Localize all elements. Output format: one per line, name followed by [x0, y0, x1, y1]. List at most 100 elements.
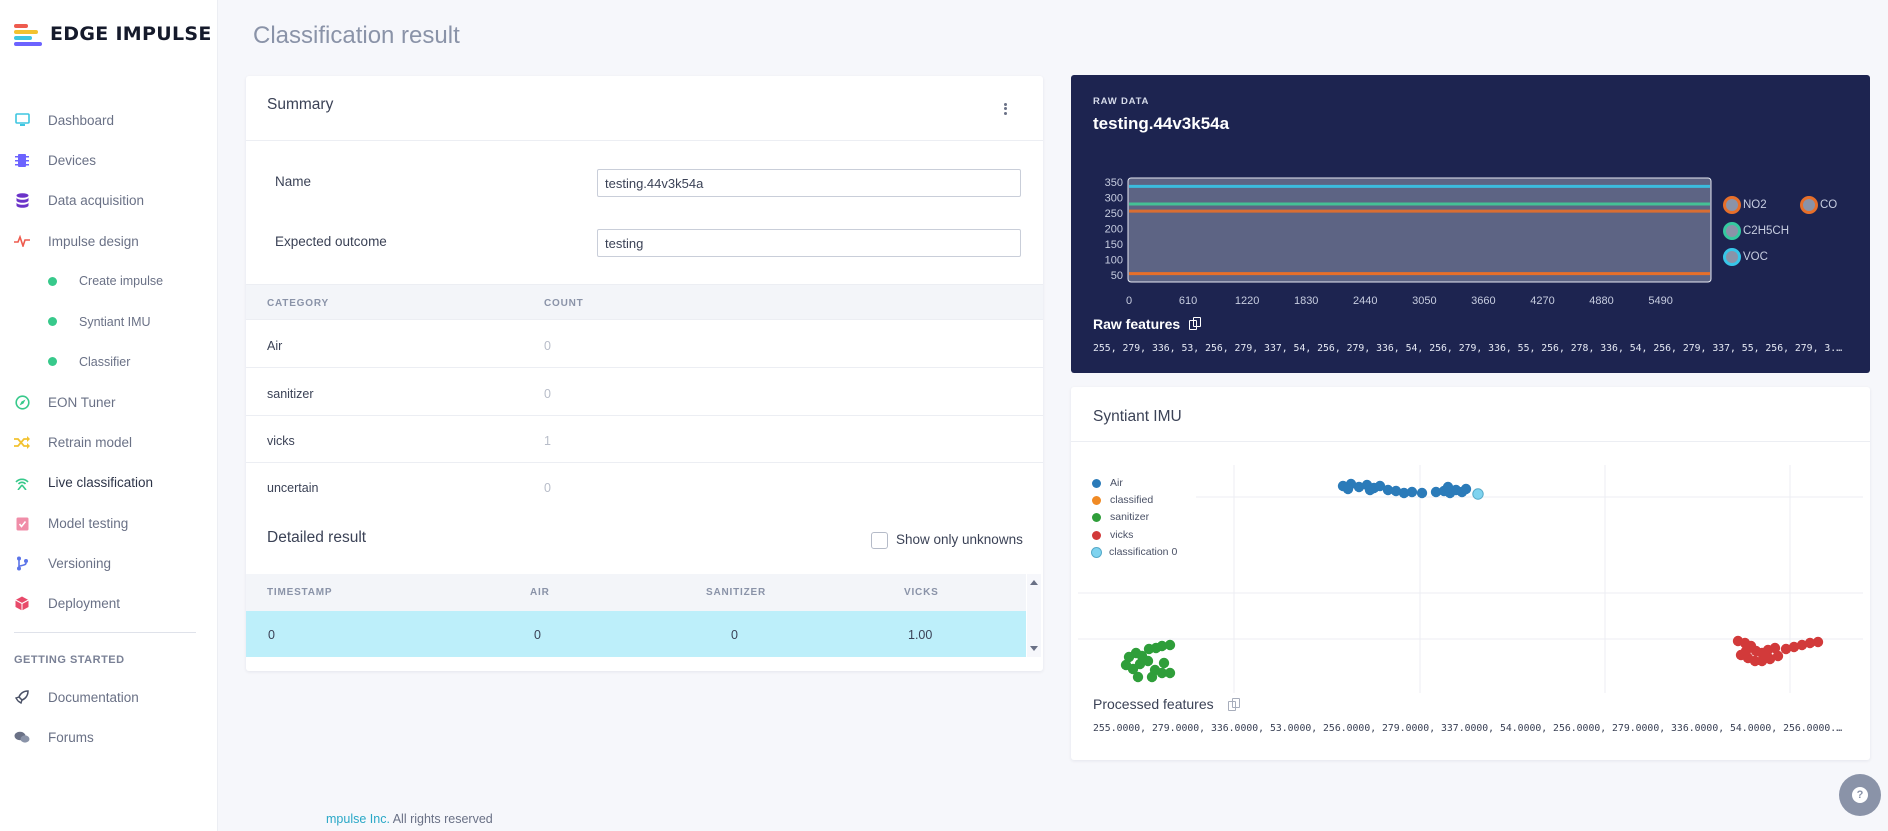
- sidebar-item-label: Devices: [48, 152, 97, 168]
- detailed-result-title: Detailed result: [267, 529, 367, 546]
- legend-marker: [1092, 530, 1101, 540]
- x-tick-label: 4880: [1589, 295, 1613, 307]
- sidebar-item-data-acquisition[interactable]: Data acquisition: [0, 181, 218, 221]
- sidebar-subitem-syntiant-imu[interactable]: Syntiant IMU: [0, 301, 218, 341]
- help-button[interactable]: ?: [1839, 774, 1881, 816]
- sidebar-item-versioning[interactable]: Versioning: [0, 543, 218, 583]
- clipboard-check-icon: [14, 515, 30, 531]
- more-options-icon[interactable]: [1004, 101, 1008, 116]
- scatter-point: [1472, 488, 1484, 500]
- sidebar-item-devices[interactable]: Devices: [0, 140, 218, 180]
- sidebar-item-retrain-model[interactable]: Retrain model: [0, 422, 218, 462]
- copy-icon[interactable]: [1228, 698, 1240, 711]
- x-tick-label: 4270: [1530, 295, 1554, 307]
- sidebar-item-live-classification[interactable]: Live classification: [0, 463, 218, 503]
- status-dot: [48, 357, 57, 367]
- name-input[interactable]: [597, 169, 1021, 197]
- scatter-point: [1156, 640, 1168, 652]
- sidebar-subitem-classifier[interactable]: Classifier: [0, 342, 218, 382]
- logo[interactable]: EDGE IMPULSE: [14, 22, 212, 46]
- raw-features-label: Raw features: [1093, 316, 1181, 332]
- legend-marker: [1800, 196, 1818, 214]
- x-tick-label: 0: [1126, 295, 1132, 307]
- brand-name: EDGE IMPULSE: [50, 23, 212, 45]
- y-tick-label: 200: [1105, 223, 1123, 235]
- sidebar-item-model-testing[interactable]: Model testing: [0, 503, 218, 543]
- show-unknowns-label[interactable]: Show only unknowns: [896, 532, 1023, 547]
- sidebar-item-impulse-design[interactable]: Impulse design: [0, 221, 218, 261]
- scatter-legend-sanitizer[interactable]: sanitizer: [1092, 511, 1149, 523]
- pulse-icon: [14, 233, 30, 249]
- sidebar-item-eon-tuner[interactable]: EON Tuner: [0, 382, 218, 422]
- column-header-timestamp: TIMESTAMP: [267, 587, 333, 598]
- sidebar-item-label: Data acquisition: [48, 193, 145, 209]
- legend-label: VOC: [1743, 251, 1768, 263]
- scatter-point: [1382, 484, 1394, 496]
- sidebar-item-forums[interactable]: Forums: [0, 717, 218, 757]
- scatter-point: [1142, 655, 1154, 667]
- legend-label: NO2: [1743, 199, 1767, 211]
- table-scrollbar[interactable]: [1027, 574, 1041, 657]
- y-tick-label: 150: [1105, 239, 1123, 251]
- detailed-table-row[interactable]: 0 0 0 1.00: [246, 611, 1026, 657]
- sidebar-item-documentation[interactable]: Documentation: [0, 677, 218, 717]
- scroll-up-icon[interactable]: [1030, 580, 1038, 585]
- getting-started-nav: Documentation Forums: [0, 677, 218, 758]
- x-tick-label: 610: [1179, 295, 1197, 307]
- scatter-point: [1164, 639, 1176, 651]
- scatter-point: [1398, 487, 1410, 499]
- status-dot: [48, 276, 57, 286]
- summary-title: Summary: [267, 96, 334, 113]
- scatter-point: [1364, 484, 1376, 496]
- copy-icon[interactable]: [1189, 317, 1201, 330]
- column-header-count: COUNT: [544, 298, 584, 309]
- summary-divider: [246, 140, 1043, 141]
- legend-item-c2h5ch[interactable]: C2H5CH: [1723, 222, 1789, 240]
- legend-item-co[interactable]: CO: [1800, 196, 1837, 214]
- footer-brand-link[interactable]: mpulse Inc.: [326, 812, 390, 826]
- scatter-point: [1132, 671, 1144, 683]
- scatter-legend-classification-0[interactable]: classification 0: [1091, 546, 1177, 558]
- scatter-point: [1416, 487, 1428, 499]
- sidebar-item-label: Model testing: [48, 515, 129, 531]
- scatter-legend-classified[interactable]: classified: [1092, 494, 1153, 506]
- y-tick-label: 250: [1105, 208, 1123, 220]
- sidebar-item-label: Live classification: [48, 475, 154, 491]
- legend-label: classification 0: [1109, 546, 1178, 558]
- show-unknowns-checkbox[interactable]: [871, 532, 888, 549]
- x-tick-label: 1220: [1235, 295, 1259, 307]
- scatter-legend-vicks[interactable]: vicks: [1092, 529, 1133, 541]
- footer-text: All rights reserved: [389, 812, 493, 826]
- page-title: Classification result: [253, 22, 460, 49]
- legend-item-voc[interactable]: VOC: [1723, 248, 1768, 266]
- footer: mpulse Inc. All rights reserved: [326, 812, 493, 826]
- table-row: vicks 1: [246, 416, 1043, 463]
- sidebar-item-label: EON Tuner: [48, 394, 116, 410]
- sidebar-item-label: Deployment: [48, 596, 121, 612]
- scatter-point: [1374, 480, 1386, 492]
- scatter-point: [1353, 481, 1365, 493]
- legend-marker: [1723, 222, 1741, 240]
- scatter-point: [1769, 642, 1781, 654]
- feature-scatter-chart[interactable]: [1078, 465, 1863, 693]
- expected-outcome-input[interactable]: [597, 229, 1021, 257]
- category-count: 1: [544, 434, 551, 448]
- sidebar-subitem-create-impulse[interactable]: Create impulse: [0, 261, 218, 301]
- scroll-down-icon[interactable]: [1030, 646, 1038, 651]
- x-tick-label: 3050: [1412, 295, 1436, 307]
- legend-item-no2[interactable]: NO2: [1723, 196, 1767, 214]
- raw-data-chart[interactable]: 350 300 250 200 150 100 50 0 610 1220 1830 2440 305…: [1093, 170, 1793, 310]
- raw-data-title: testing.44v3k54a: [1093, 114, 1230, 133]
- legend-label: classified: [1110, 494, 1154, 506]
- category-table-header: CATEGORY COUNT: [246, 284, 1043, 320]
- sidebar-item-dashboard[interactable]: Dashboard: [0, 100, 218, 140]
- column-header-air: AIR: [530, 587, 550, 598]
- scatter-legend-air[interactable]: Air: [1092, 477, 1123, 489]
- scatter-point: [1146, 671, 1158, 683]
- table-row: uncertain 0: [246, 463, 1043, 510]
- y-tick-label: 350: [1105, 177, 1123, 189]
- scatter-point: [1164, 667, 1176, 679]
- column-header-category: CATEGORY: [267, 298, 329, 309]
- category-count: 0: [544, 481, 551, 495]
- sidebar-item-deployment[interactable]: Deployment: [0, 584, 218, 624]
